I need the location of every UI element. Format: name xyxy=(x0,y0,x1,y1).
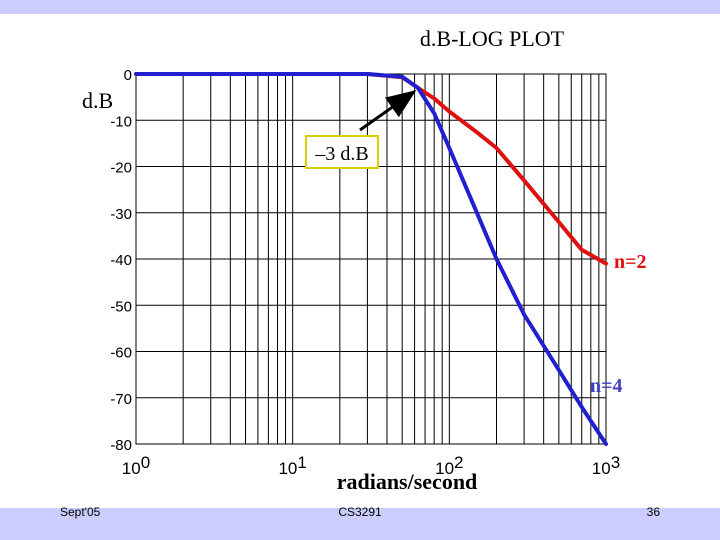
bottom-band xyxy=(0,508,720,540)
callout-box xyxy=(305,135,379,169)
y-tick-label: -50 xyxy=(110,298,132,315)
y-tick-label: -20 xyxy=(110,160,132,177)
y-tick-label: -70 xyxy=(110,391,132,408)
x-tick-exponent: 0 xyxy=(141,453,150,472)
footer-center: CS3291 xyxy=(338,505,382,519)
callout-text: –3 d.B xyxy=(314,143,368,165)
plot-grid xyxy=(135,73,607,445)
x-tick-base: 10 xyxy=(122,459,141,478)
x-tick-label: 100 xyxy=(122,453,150,478)
x-tick-base: 10 xyxy=(435,459,454,478)
y-tick-label: -30 xyxy=(110,206,132,223)
y-tick-label: 0 xyxy=(124,67,132,84)
x-tick-exponent: 2 xyxy=(454,453,463,472)
x-axis-label: radians/second xyxy=(337,469,478,494)
y-axis-label: d.B xyxy=(82,88,113,113)
series-label-n2: n=2 xyxy=(614,251,647,273)
footer-right: 36 xyxy=(647,505,661,519)
x-tick-base: 10 xyxy=(278,459,297,478)
series-label-n4: n=4 xyxy=(590,375,623,397)
callout-arrow xyxy=(359,90,417,132)
y-tick-label: -60 xyxy=(110,345,132,362)
series-line-n4 xyxy=(134,72,608,446)
chart-title: d.B-LOG PLOT xyxy=(420,26,565,51)
callout-3db: –3 d.B xyxy=(305,90,417,169)
y-tick-label: -80 xyxy=(110,437,132,454)
y-tick-label: -40 xyxy=(110,252,132,269)
y-tick-label: -10 xyxy=(110,113,132,130)
x-tick-label: 102 xyxy=(435,453,463,478)
y-tick-labels: 0 -10 -20 -30 -40 -50 -60 -70 -80 xyxy=(110,67,132,454)
top-band xyxy=(0,0,720,14)
x-tick-labels: 100 101 102 103 xyxy=(122,453,620,478)
x-tick-label: 103 xyxy=(592,453,620,478)
series-layer xyxy=(134,72,608,446)
x-tick-base: 10 xyxy=(592,459,611,478)
x-tick-exponent: 1 xyxy=(297,453,306,472)
x-tick-exponent: 3 xyxy=(611,453,620,472)
footer-left: Sept'05 xyxy=(60,505,101,519)
x-tick-label: 101 xyxy=(278,453,306,478)
